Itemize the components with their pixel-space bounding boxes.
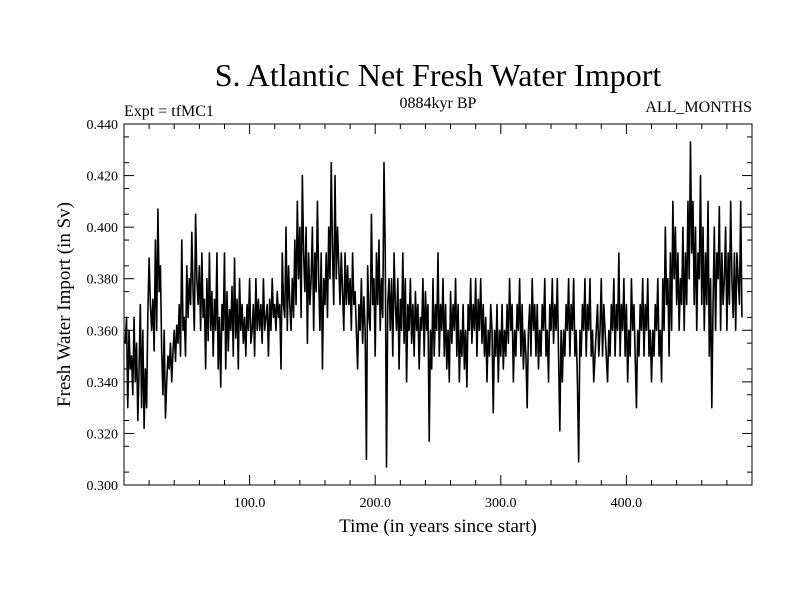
y-axis-label: Fresh Water Import (in Sv) [54,202,75,407]
y-tick-label: 0.440 [87,118,119,133]
x-tick-label: 100.0 [234,496,266,511]
x-axis-label: Time (in years since start) [339,516,537,537]
y-tick-label: 0.400 [87,221,119,236]
x-tick-label: 400.0 [611,496,643,511]
y-tick-label: 0.380 [87,273,119,288]
months-label: ALL_MONTHS [645,99,752,116]
y-tick-label: 0.340 [87,376,119,391]
x-tick-label: 300.0 [485,496,517,511]
plot-frame [123,123,753,486]
axes: 0.300 0.320 0.340 0.360 0.380 0.400 0.420 0.440… [87,118,752,511]
period-label: 0884kyr BP [400,95,477,112]
y-tick-label: 0.320 [87,427,119,442]
y-tick-label: 0.360 [87,324,119,339]
y-tick-label: 0.420 [87,170,119,185]
data-series [124,141,743,468]
experiment-label: Expt = tfMC1 [124,103,214,120]
x-tick-label: 200.0 [359,496,391,511]
series-line [124,141,743,468]
y-tick-label: 0.300 [87,479,119,494]
chart-title: S. Atlantic Net Fresh Water Import [215,57,662,93]
